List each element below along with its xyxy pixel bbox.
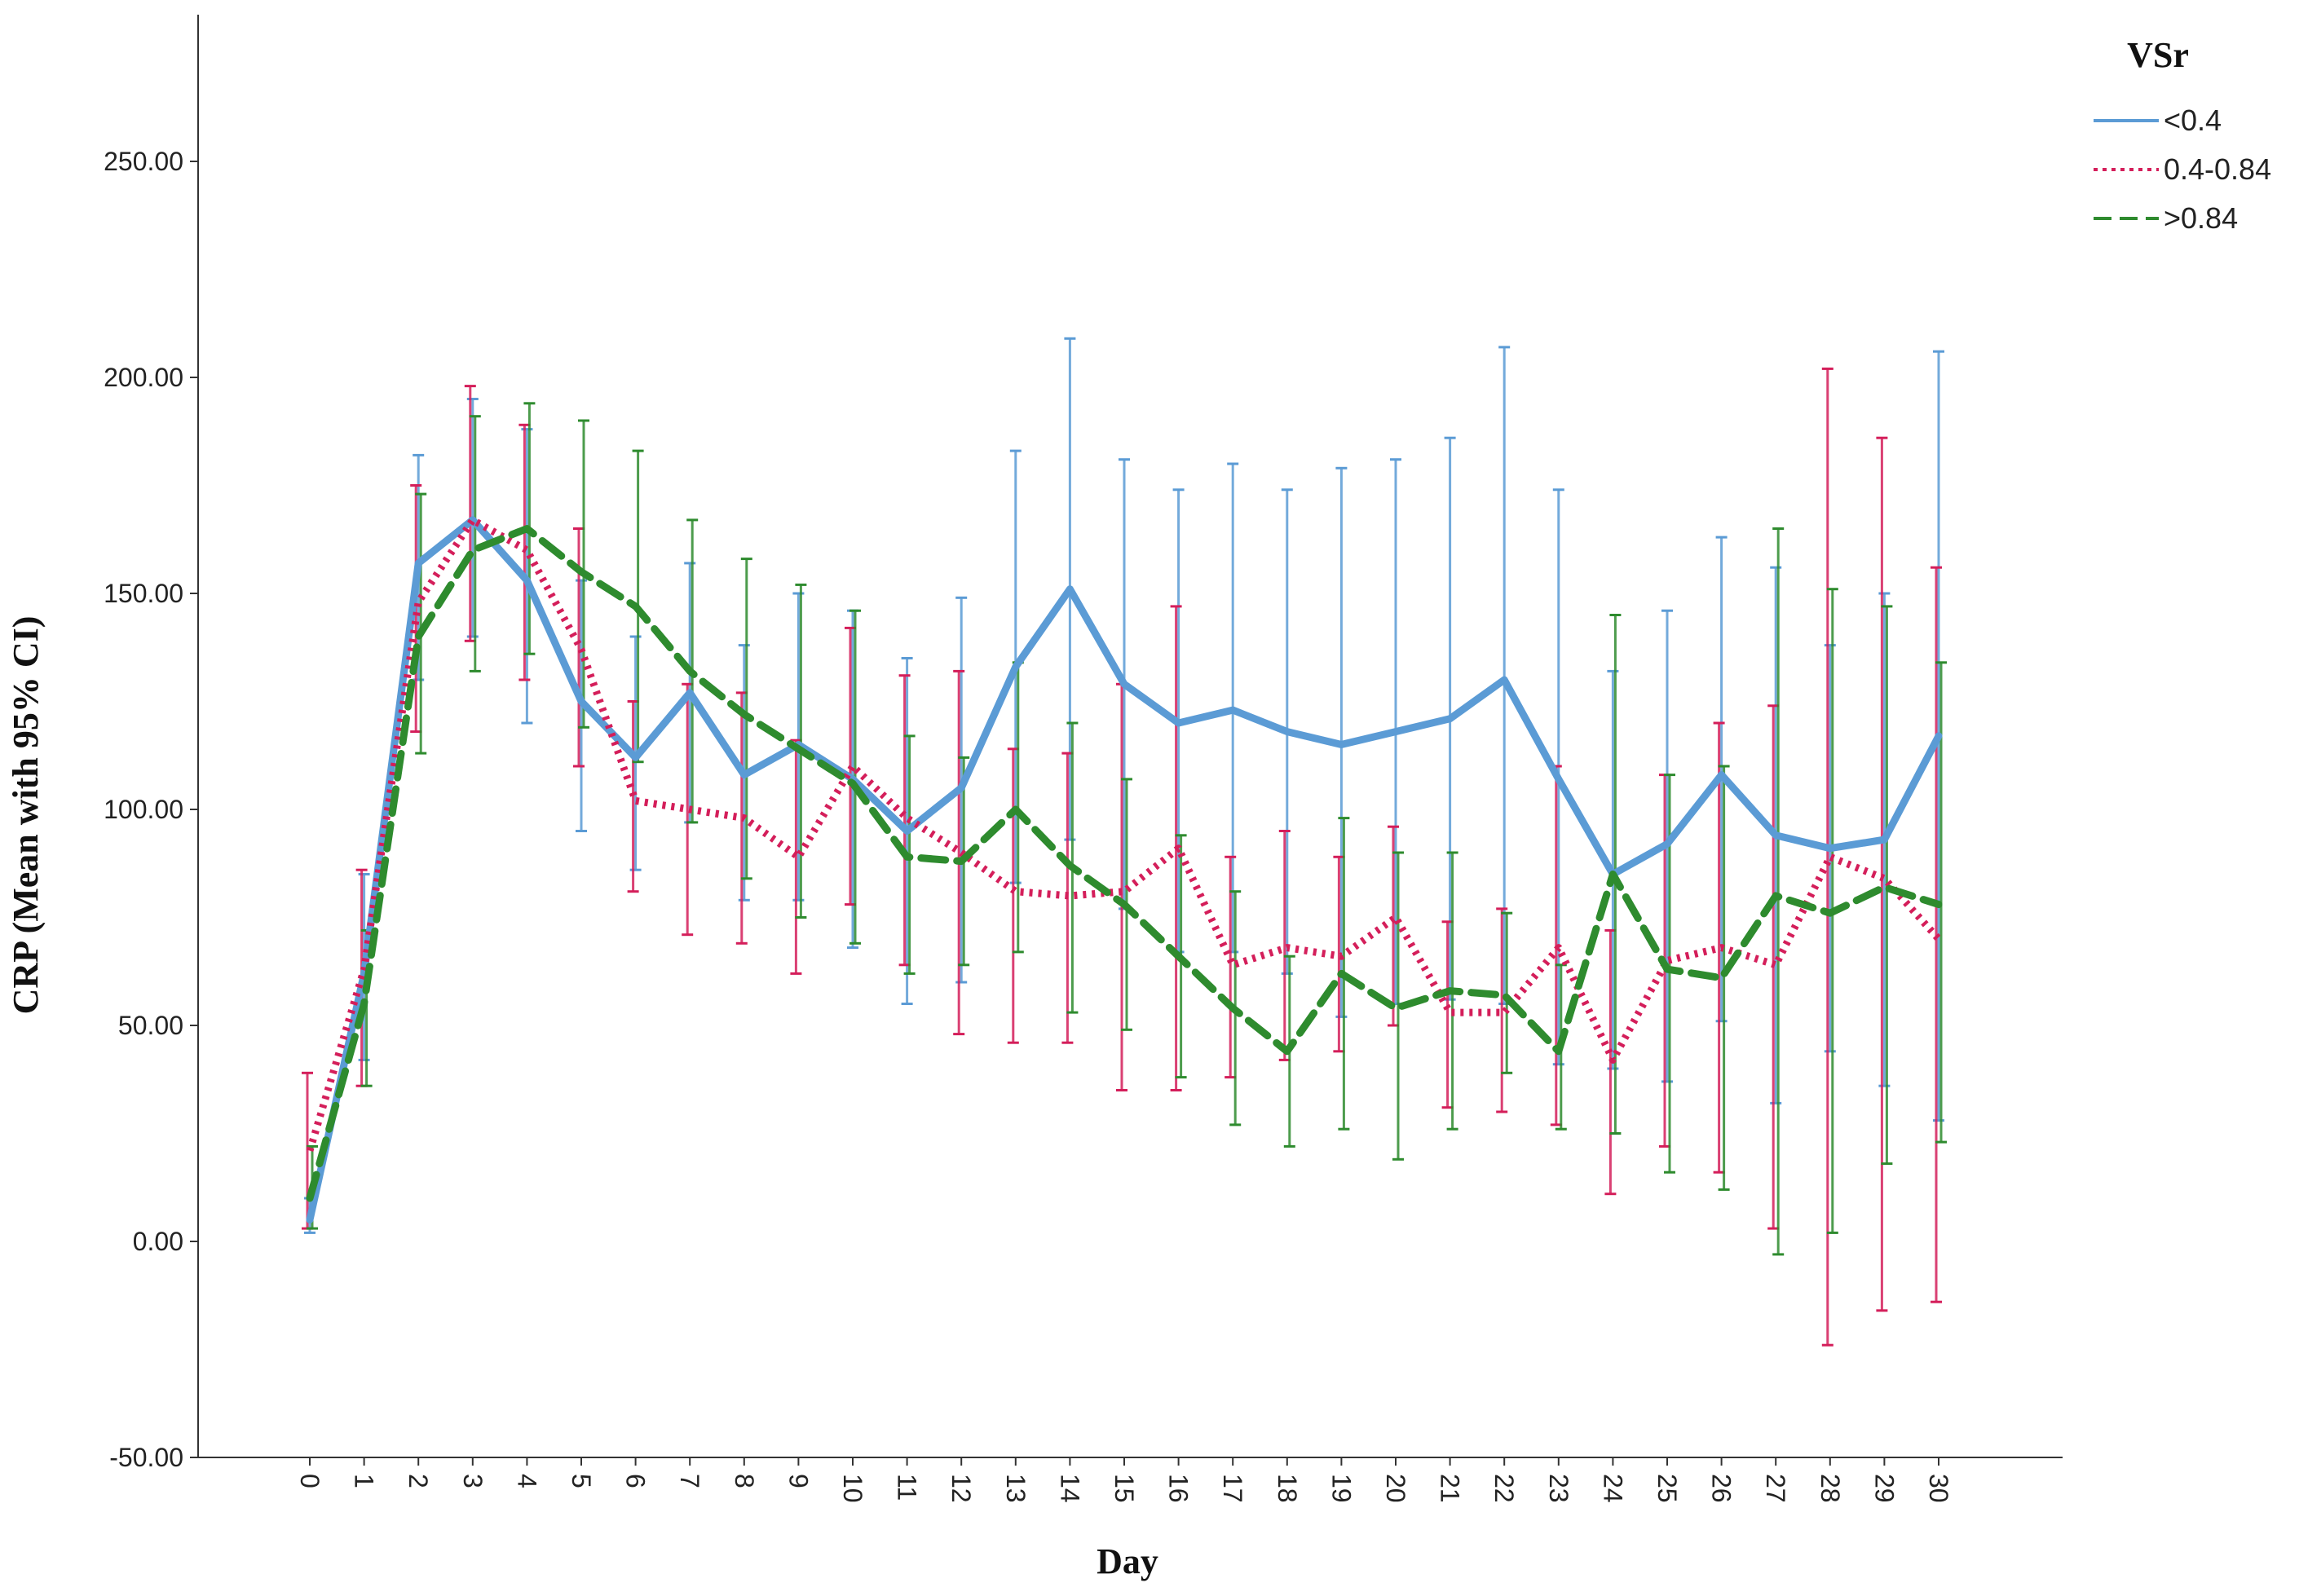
x-tick-label: 21	[1436, 1474, 1465, 1503]
legend: VSr <0.4 0.4-0.84 >0.84	[2094, 35, 2271, 235]
error-bars	[302, 337, 1947, 1347]
x-tick-label: 5	[567, 1474, 596, 1488]
series-line	[306, 525, 1943, 1202]
x-tick-label: 7	[675, 1474, 704, 1488]
legend-label: >0.84	[2164, 201, 2238, 235]
x-tick-label: 6	[621, 1474, 651, 1488]
x-tick-label: 10	[838, 1474, 867, 1503]
y-tick-label: 50.00	[118, 1011, 183, 1040]
x-tick-label: 1	[350, 1474, 379, 1488]
x-tick-label: 17	[1218, 1474, 1247, 1503]
x-tick-label: 11	[893, 1474, 922, 1501]
x-tick-label: 19	[1326, 1474, 1356, 1503]
x-tick-label: 23	[1544, 1474, 1573, 1503]
x-tick-label: 13	[1001, 1474, 1030, 1503]
series-line	[306, 516, 1942, 1152]
legend-title: VSr	[2127, 35, 2189, 75]
x-tick-label: 24	[1598, 1474, 1627, 1503]
x-tick-label: 25	[1653, 1474, 1682, 1503]
x-tick-label: 16	[1164, 1474, 1194, 1503]
y-axis-title: CRP (Mean with 95% CI)	[6, 616, 46, 1015]
x-tick-label: 15	[1110, 1474, 1139, 1503]
x-tick-label: 2	[404, 1474, 433, 1488]
series-line	[306, 516, 1943, 1223]
y-tick-label: 100.00	[104, 795, 183, 824]
y-tick-label: 250.00	[104, 147, 183, 176]
y-tick-label: 150.00	[104, 579, 183, 608]
x-tick-label: 28	[1816, 1474, 1845, 1503]
x-tick-label: 4	[512, 1474, 541, 1488]
x-tick-label: 22	[1489, 1474, 1519, 1503]
x-tick-label: 3	[458, 1474, 488, 1488]
y-tick-label: 0.00	[133, 1227, 183, 1256]
x-axis-title: Day	[1097, 1541, 1158, 1581]
x-tick-label: 27	[1761, 1474, 1790, 1503]
legend-label: 0.4-0.84	[2164, 152, 2271, 186]
x-tick-label: 8	[730, 1474, 759, 1488]
x-tick-label: 14	[1055, 1474, 1084, 1503]
y-tick-label: -50.00	[109, 1443, 183, 1472]
series-lines	[306, 516, 1943, 1223]
x-tick-label: 29	[1869, 1474, 1899, 1503]
x-tick-label: 18	[1273, 1474, 1302, 1503]
legend-label: <0.4	[2164, 104, 2222, 137]
x-tick-label: 20	[1381, 1474, 1410, 1503]
x-tick-label: 30	[1924, 1474, 1953, 1503]
x-tick-label: 9	[783, 1474, 813, 1488]
x-tick-label: 0	[295, 1474, 324, 1488]
x-tick-label: 12	[947, 1474, 976, 1503]
x-tick-label: 26	[1707, 1474, 1736, 1503]
y-tick-label: 200.00	[104, 363, 183, 392]
axes: -50.00 0.00 50.00 100.00 150.00 200.00 250.00 0…	[104, 15, 2063, 1503]
